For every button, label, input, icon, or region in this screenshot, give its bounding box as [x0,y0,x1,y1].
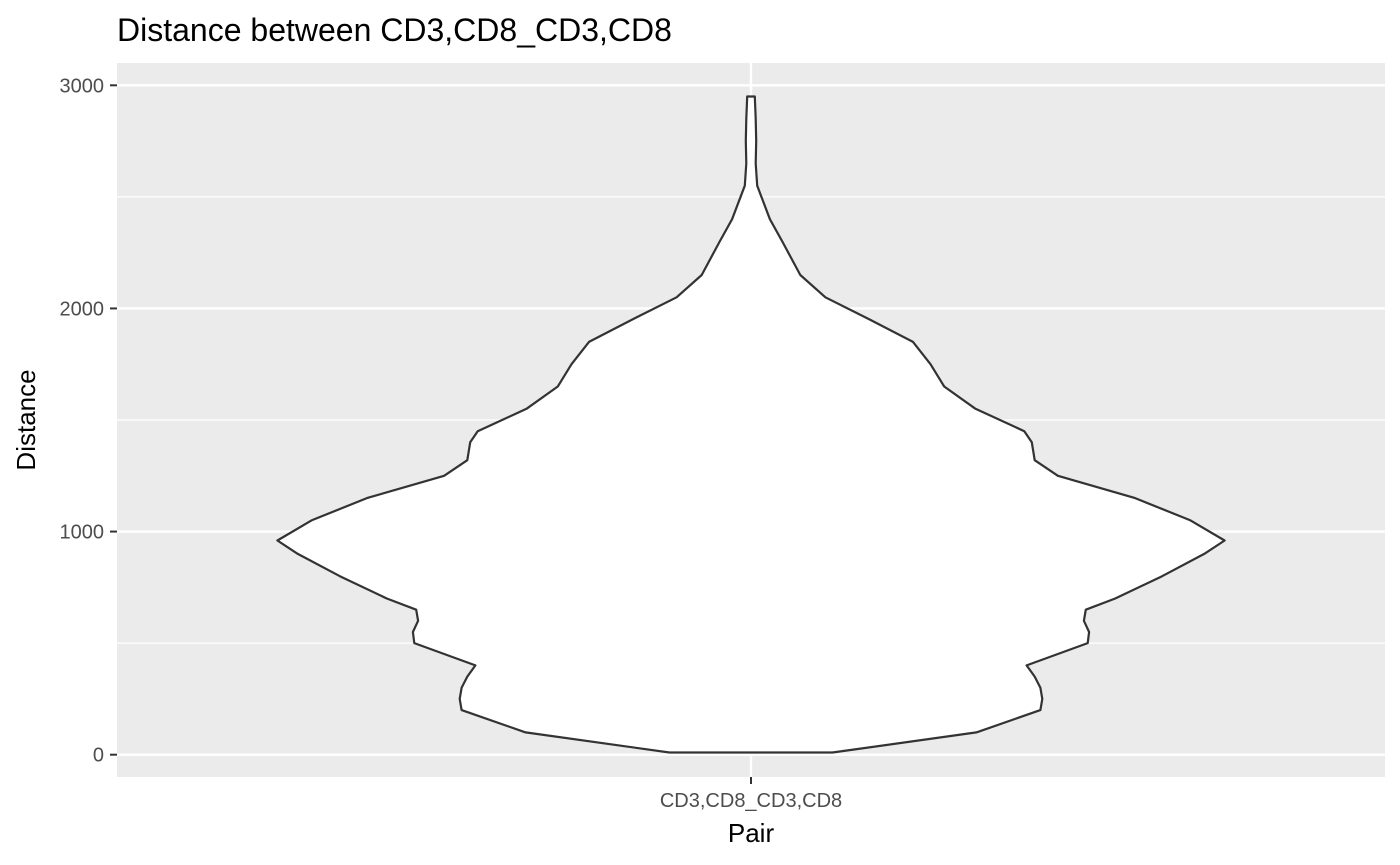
y-tick-label: 1000 [60,522,105,544]
violin-shape [276,95,1226,754]
axes: 0 1000 2000 3000 CD3,CD8_CD3,CD8 [60,75,843,812]
x-tick-label: CD3,CD8_CD3,CD8 [660,790,842,812]
y-tick-label: 2000 [60,298,105,320]
y-tick-label: 3000 [60,75,105,97]
y-axis-title: Distance [11,369,41,470]
x-axis-title: Pair [728,818,775,848]
chart-title: Distance between CD3,CD8_CD3,CD8 [117,12,672,48]
violin-layer [276,95,1226,754]
y-tick-label: 0 [93,745,104,767]
